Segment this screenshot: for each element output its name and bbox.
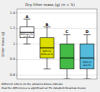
box bbox=[80, 44, 94, 69]
whisker-high bbox=[27, 19, 28, 27]
group-letter: A bbox=[26, 14, 29, 19]
cap-low bbox=[24, 44, 31, 45]
frame bbox=[17, 9, 97, 79]
annotation-line: y=0.2 bbox=[24, 35, 31, 38]
median bbox=[80, 58, 94, 59]
box-annotation: Without Ps,y=0.2 bbox=[21, 33, 34, 39]
footnote: Different letters on the whiskers boxes … bbox=[2, 83, 64, 86]
title: Dry litter mass (g) (n = 5) bbox=[25, 2, 75, 7]
box-annotation: With Ps,Without Lt bbox=[41, 50, 53, 56]
plot-area bbox=[17, 9, 97, 79]
box-annotation: With Ltand Ps bbox=[83, 61, 92, 67]
whisker-low bbox=[47, 58, 48, 69]
group-letter: D bbox=[85, 29, 88, 34]
y-axis-label: Litter mass (g) bbox=[1, 31, 5, 57]
whisker-high bbox=[67, 35, 68, 44]
tick-label: 0.8 bbox=[10, 57, 15, 61]
footnote: that the differences is significant at 5… bbox=[2, 87, 86, 90]
chart: Dry litter mass (g) (n = 5) Litter mass (… bbox=[0, 0, 100, 92]
annotation-line: Without Lt bbox=[41, 53, 53, 56]
whisker-low bbox=[87, 69, 88, 79]
whisker-high bbox=[87, 35, 88, 44]
whisker-high bbox=[47, 27, 48, 38]
box bbox=[40, 38, 54, 58]
tick-label: 1 bbox=[13, 42, 15, 46]
grid-line bbox=[17, 12, 97, 13]
group-letter: B bbox=[46, 22, 49, 27]
median bbox=[40, 47, 54, 48]
tick-label: 1.4 bbox=[10, 11, 15, 15]
whisker-low bbox=[27, 38, 28, 44]
tick-label: 0.6 bbox=[10, 73, 15, 77]
median bbox=[60, 58, 74, 59]
grid-line bbox=[17, 75, 97, 76]
tick-label: 1.2 bbox=[10, 26, 15, 30]
group-letter: C bbox=[66, 29, 69, 34]
box bbox=[60, 44, 74, 69]
marks bbox=[20, 19, 94, 79]
whisker-low bbox=[67, 69, 68, 79]
cap-low bbox=[44, 68, 51, 69]
box bbox=[20, 27, 34, 38]
annotation-line: and Ps bbox=[83, 64, 91, 67]
